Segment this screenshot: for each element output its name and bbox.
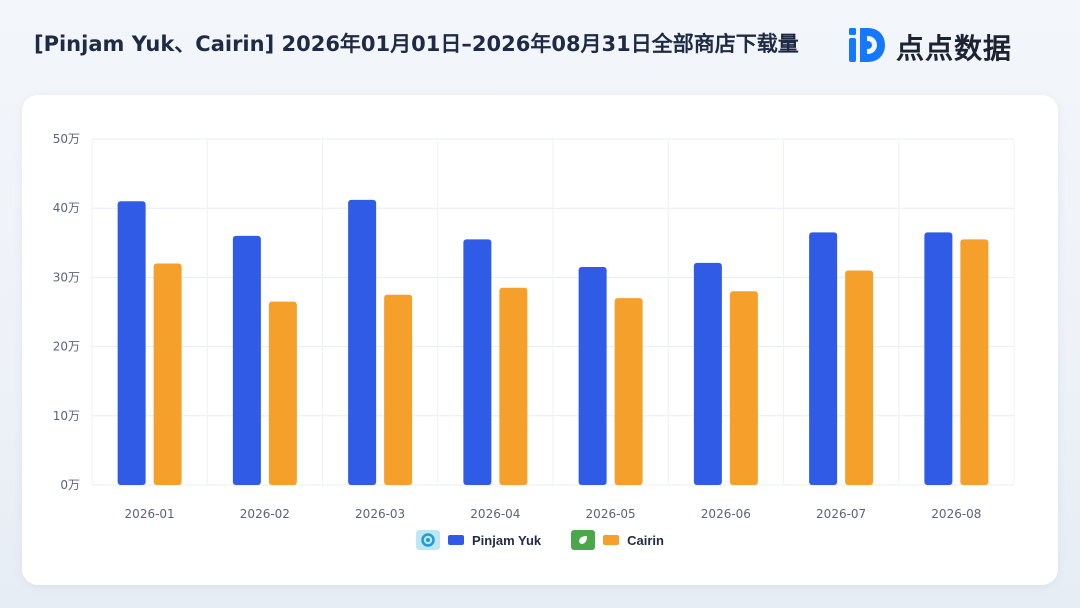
bar-pinjam-yuk[interactable]: [809, 232, 838, 485]
y-tick-label: 0万: [60, 478, 80, 492]
bar-cairin[interactable]: [268, 301, 297, 485]
y-tick-label: 30万: [53, 270, 80, 284]
x-tick-label: 2026-06: [701, 507, 751, 521]
legend-label-pinjam-yuk: Pinjam Yuk: [472, 532, 542, 548]
bar-cairin[interactable]: [614, 298, 643, 485]
legend-swatch-cairin: [603, 535, 620, 545]
y-tick-label: 10万: [53, 409, 80, 423]
x-tick-label: 2026-04: [470, 507, 520, 521]
bar-pinjam-yuk[interactable]: [232, 235, 261, 485]
x-axis-ticks: 2026-01 2026-02 2026-03 2026-04 2026-05 2026-…: [125, 507, 982, 521]
bar-cairin[interactable]: [499, 287, 528, 485]
x-tick-label: 2026-07: [816, 507, 866, 521]
page-title: [Pinjam Yuk、Cairin] 2026年01月01日–2026年08月…: [34, 32, 799, 56]
diandian-logo-icon: [846, 24, 888, 71]
bar-pinjam-yuk[interactable]: [117, 201, 146, 485]
bar-cairin[interactable]: [384, 294, 413, 485]
legend-label-cairin: Cairin: [627, 532, 664, 548]
x-tick-label: 2026-02: [240, 507, 290, 521]
legend-item-pinjam-yuk[interactable]: Pinjam Yuk: [416, 530, 541, 550]
x-tick-label: 2026-08: [931, 507, 981, 521]
legend-item-cairin[interactable]: Cairin: [571, 530, 664, 550]
legend: Pinjam Yuk Cairin: [0, 530, 1080, 550]
brand: 点点数据: [846, 26, 1012, 68]
x-tick-label: 2026-03: [355, 507, 405, 521]
bar-cairin[interactable]: [960, 239, 989, 485]
cairin-app-icon: [571, 530, 596, 550]
bar-pinjam-yuk[interactable]: [463, 239, 492, 485]
bar-pinjam-yuk[interactable]: [578, 267, 607, 485]
bar-cairin[interactable]: [729, 291, 758, 485]
bar-cairin[interactable]: [153, 263, 182, 485]
y-tick-label: 20万: [53, 340, 80, 354]
bar-cairin[interactable]: [845, 270, 874, 485]
bar-pinjam-yuk[interactable]: [693, 262, 722, 485]
legend-swatch-pinjam-yuk: [448, 535, 464, 545]
pinjam-yuk-app-icon: [416, 530, 440, 550]
chart-card: [22, 95, 1058, 585]
x-tick-label: 2026-01: [125, 507, 175, 521]
grid-lines: [91, 138, 1015, 486]
bar-pinjam-yuk[interactable]: [348, 199, 377, 485]
brand-name: 点点数据: [896, 32, 1013, 65]
bar-pinjam-yuk[interactable]: [924, 232, 953, 485]
y-tick-label: 50万: [53, 132, 80, 146]
y-tick-label: 40万: [53, 201, 80, 215]
bars: [117, 199, 989, 485]
y-axis-ticks: 0万 10万 20万 30万 40万 50万: [53, 132, 80, 492]
x-tick-label: 2026-05: [586, 507, 636, 521]
